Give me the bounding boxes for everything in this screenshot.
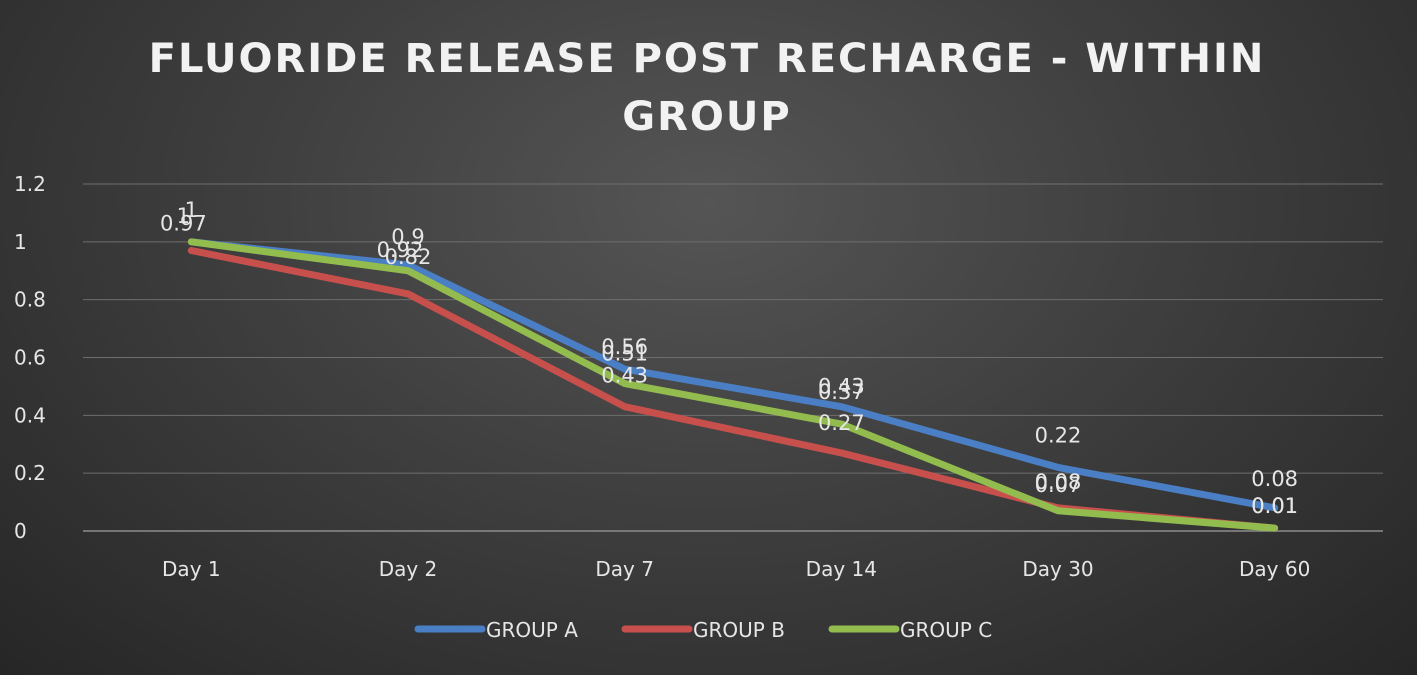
data-label: 0.22 bbox=[1035, 423, 1082, 447]
data-label: 0.56 bbox=[601, 335, 648, 359]
data-label: 1 bbox=[185, 198, 198, 222]
x-tick-label: Day 2 bbox=[379, 557, 438, 581]
legend-label: GROUP C bbox=[900, 618, 992, 642]
y-tick-label: 1.2 bbox=[14, 172, 46, 196]
data-label: 0.43 bbox=[818, 375, 865, 399]
data-label: 0.97 bbox=[160, 212, 207, 236]
series-lines bbox=[187, 238, 1279, 532]
legend-label: GROUP B bbox=[693, 618, 785, 642]
data-label: 0.43 bbox=[601, 364, 648, 388]
data-label: 0.37 bbox=[818, 380, 865, 404]
x-axis-ticks: Day 1 Day 2 Day 7 Day 14 Day 30 Day 60 bbox=[162, 557, 1310, 581]
y-axis-ticks: 0 0.2 0.4 0.6 0.8 1 1.2 bbox=[14, 172, 46, 543]
data-label: 0.9 bbox=[391, 225, 424, 249]
series-line-group-c bbox=[187, 238, 1279, 532]
data-label: 0.01 bbox=[1251, 494, 1298, 518]
gridlines bbox=[83, 183, 1383, 532]
data-label: 0.08 bbox=[1251, 467, 1298, 491]
y-tick-label: 0.2 bbox=[14, 461, 46, 485]
data-label: 1 bbox=[177, 204, 190, 228]
y-tick-label: 1 bbox=[14, 230, 27, 254]
y-tick-label: 0.6 bbox=[14, 346, 46, 370]
legend: GROUP A GROUP B GROUP C bbox=[414, 618, 992, 642]
series-line-group-a bbox=[187, 238, 1279, 512]
data-label: 0.08 bbox=[1035, 470, 1082, 494]
x-tick-label: Day 1 bbox=[162, 557, 221, 581]
data-label: 0.07 bbox=[1035, 473, 1082, 497]
chart-title-line-2: GROUP bbox=[622, 94, 791, 140]
data-label: 0.92 bbox=[377, 238, 424, 262]
chart-title-line-1: FLUORIDE RELEASE POST RECHARGE - WITHIN bbox=[149, 36, 1266, 82]
data-label: 0.82 bbox=[385, 245, 432, 269]
data-label: 0.27 bbox=[818, 411, 865, 435]
x-tick-label: Day 14 bbox=[806, 557, 877, 581]
y-tick-label: 0 bbox=[14, 519, 27, 543]
data-label: 0.01 bbox=[1251, 494, 1298, 518]
legend-label: GROUP A bbox=[486, 618, 578, 642]
x-tick-label: Day 7 bbox=[595, 557, 654, 581]
data-label: 0.51 bbox=[601, 342, 648, 366]
x-tick-label: Day 60 bbox=[1239, 557, 1310, 581]
y-tick-label: 0.4 bbox=[14, 403, 46, 427]
x-tick-label: Day 30 bbox=[1022, 557, 1093, 581]
y-tick-label: 0.8 bbox=[14, 288, 46, 312]
data-labels: 1 0.92 0.56 0.43 0.22 0.08 0.97 0.82 0.43 0.27 0.0… bbox=[160, 198, 1298, 518]
